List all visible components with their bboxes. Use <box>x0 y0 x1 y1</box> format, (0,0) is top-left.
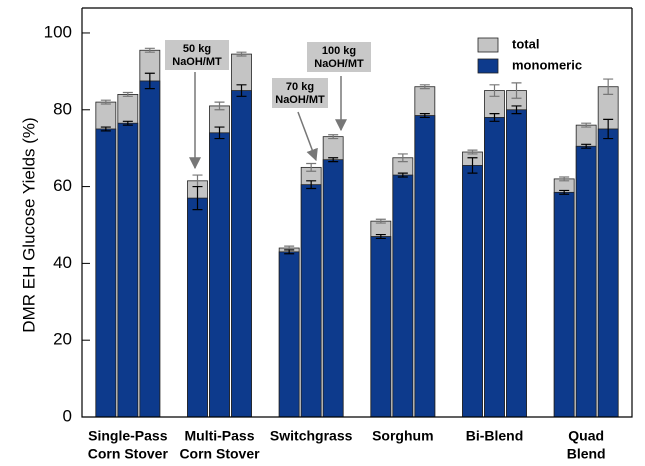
error-bar <box>375 233 386 240</box>
legend-label: total <box>512 36 539 51</box>
bar <box>231 90 252 418</box>
legend-swatch <box>477 37 499 53</box>
y-tick-label: 60 <box>53 176 72 195</box>
bar <box>117 122 139 418</box>
bar <box>370 236 392 418</box>
bar <box>278 251 300 418</box>
bar <box>414 115 436 418</box>
error-bar <box>192 185 203 211</box>
x-tick-label: Sorghum <box>372 428 433 444</box>
annotation: 100 kg NaOH/MT <box>307 42 371 132</box>
error-bar <box>306 162 317 172</box>
annotation-text: NaOH/MT <box>172 56 222 68</box>
y-tick-label: 80 <box>53 99 72 118</box>
bar <box>95 128 117 418</box>
bar <box>553 191 575 418</box>
annotation-box <box>165 40 229 70</box>
error-bar <box>559 176 570 182</box>
bar <box>506 109 527 418</box>
y-tick-label: 20 <box>53 330 72 349</box>
x-tick-label: Multi-Pass <box>184 428 254 444</box>
error-bar <box>467 149 478 155</box>
bar <box>300 184 322 418</box>
error-bar <box>100 126 111 132</box>
error-bar <box>511 82 522 99</box>
error-bar <box>144 47 155 53</box>
error-bar <box>328 157 339 163</box>
bar <box>597 128 619 418</box>
bar <box>484 117 505 418</box>
error-bar <box>122 120 133 126</box>
y-tick-label: 40 <box>53 253 72 272</box>
annotation: 70 kg NaOH/MT <box>272 78 328 162</box>
error-bar <box>144 72 155 90</box>
error-bar <box>284 249 295 255</box>
error-bar <box>559 189 570 195</box>
error-bar <box>236 84 247 97</box>
x-tick-label: Bi-Blend <box>466 428 524 444</box>
error-bar <box>467 157 478 174</box>
annotation-text: NaOH/MT <box>275 94 325 106</box>
error-bar <box>603 78 614 96</box>
legend-label: monomeric <box>512 57 582 72</box>
error-bar <box>328 134 339 140</box>
x-tick-label: Switchgrass <box>270 428 353 444</box>
bar <box>575 145 597 418</box>
annotation-text: 70 kg <box>286 81 314 93</box>
y-tick-label: 0 <box>63 406 72 425</box>
error-bar <box>100 99 111 105</box>
error-bar <box>419 84 430 90</box>
bar <box>187 197 208 418</box>
error-bar <box>214 126 225 140</box>
bar <box>392 174 414 418</box>
annotation-text: 50 kg <box>183 43 211 55</box>
error-bar <box>397 153 408 163</box>
bar <box>139 80 161 418</box>
error-bar <box>122 91 133 97</box>
error-bar <box>581 122 592 128</box>
annotation-text: NaOH/MT <box>314 58 364 70</box>
bar <box>322 159 344 418</box>
bar <box>209 132 230 418</box>
error-bar <box>603 118 614 140</box>
x-tick-label: Corn Stover <box>179 446 260 461</box>
annotation-box <box>272 78 328 108</box>
y-axis-title: DMR EH Glucose Yields (%) <box>19 117 38 332</box>
y-tick-label: 100 <box>44 22 72 41</box>
annotation: 50 kg NaOH/MT <box>165 40 229 170</box>
error-bar <box>397 172 408 178</box>
error-bar <box>511 105 522 115</box>
legend-swatch <box>477 58 499 74</box>
bar <box>462 165 483 418</box>
error-bar <box>214 101 225 111</box>
x-tick-label: Corn Stover <box>88 446 169 461</box>
error-bar <box>306 180 317 190</box>
annotation-box <box>307 42 371 72</box>
error-bar <box>581 143 592 149</box>
error-bar <box>375 218 386 224</box>
x-tick-label: Blend <box>567 446 606 461</box>
error-bar <box>489 113 500 122</box>
annotation-text: 100 kg <box>322 45 356 57</box>
axes-frame <box>81 8 633 418</box>
x-tick-label: Quad <box>568 428 604 444</box>
plot-area: 0 20 40 60 80 100 Single-Pass Corn Stover Multi-… <box>44 7 633 462</box>
error-bar <box>236 51 247 57</box>
x-tick-label: Single-Pass <box>88 428 168 444</box>
arrow <box>297 111 318 162</box>
error-bar <box>419 113 430 119</box>
error-bar <box>489 84 500 97</box>
